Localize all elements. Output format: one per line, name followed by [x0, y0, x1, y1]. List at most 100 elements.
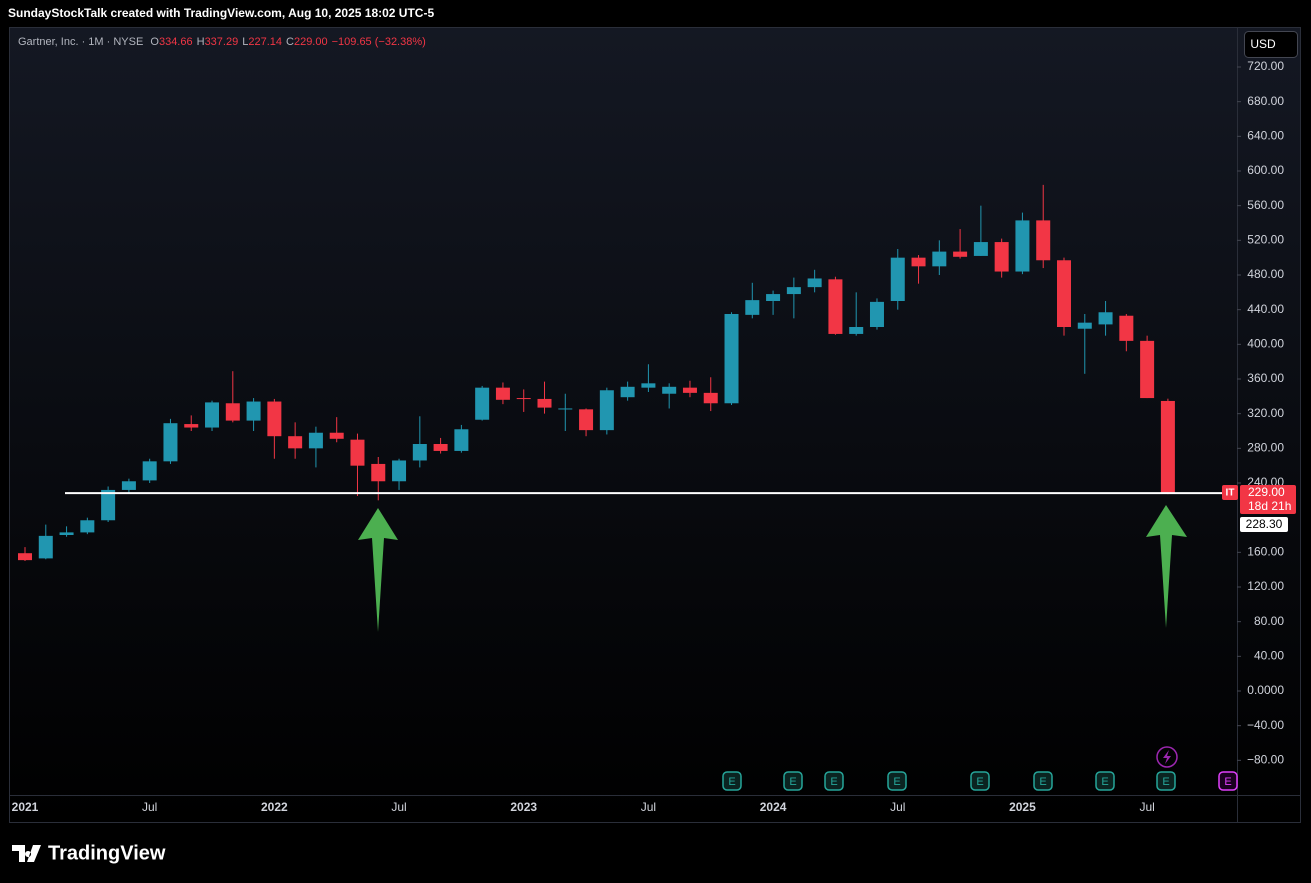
candle-body: [350, 439, 365, 466]
y-tick-label: −80.00: [1247, 753, 1284, 767]
currency-text: USD: [1250, 37, 1276, 51]
candle-body: [641, 383, 656, 388]
candle-body: [703, 392, 718, 404]
y-tick-label: 360.00: [1247, 371, 1284, 385]
earnings-icon: [783, 771, 803, 791]
candle-body: [59, 532, 74, 535]
y-tick-label: 480.00: [1247, 267, 1284, 281]
candle-body: [1098, 312, 1113, 325]
green-arrow: [1146, 505, 1187, 628]
candle-body: [724, 314, 739, 404]
x-tick-label: Jul: [890, 800, 905, 814]
y-tick-label: 40.00: [1254, 649, 1284, 663]
candle-body: [558, 408, 573, 410]
candle-body: [1140, 340, 1155, 399]
candle-body: [973, 242, 988, 256]
currency-button[interactable]: [1244, 31, 1298, 58]
header-text: SundayStockTalk created with TradingView…: [8, 6, 434, 20]
x-tick-label: Jul: [1139, 800, 1154, 814]
candle-body: [1036, 220, 1051, 261]
lightning-bolt: [1163, 750, 1171, 764]
chart-panel: [9, 27, 1301, 823]
legend-key: C: [286, 36, 294, 48]
candle-body: [329, 432, 344, 439]
y-tick-label: 400.00: [1247, 337, 1284, 351]
x-tick-label: 2021: [12, 800, 39, 814]
legend-value: 334.66: [159, 36, 193, 48]
footer-text: TradingView: [48, 842, 166, 864]
y-tick-label: 600.00: [1247, 163, 1284, 177]
earnings-label: E: [893, 776, 900, 788]
legend-key: H: [197, 36, 205, 48]
legend-key: L: [242, 36, 248, 48]
candle-body: [121, 481, 136, 490]
candle-body: [869, 301, 884, 327]
price-box: [1240, 485, 1296, 514]
hline-label: 228.30: [1246, 517, 1283, 531]
candle-body: [1057, 260, 1071, 327]
candle-body: [745, 300, 760, 315]
candle-body: [807, 278, 822, 288]
hline-label-box: [1240, 517, 1288, 532]
candle-body: [184, 424, 199, 428]
candle-body: [890, 257, 905, 301]
candle-body: [433, 444, 448, 451]
price-label: 229.00: [1248, 485, 1285, 499]
legend-name: Gartner, Inc. · 1M · NYSE: [18, 36, 143, 48]
candle-body: [142, 461, 157, 481]
candle-body: [953, 251, 968, 257]
tradingview-logo: TradingView: [12, 842, 166, 864]
earnings-label: E: [728, 776, 735, 788]
candle-body: [495, 387, 510, 400]
x-tick-label: 2024: [760, 800, 787, 814]
earnings-icon: [1095, 771, 1115, 791]
candle-body: [308, 432, 323, 449]
x-tick-label: Jul: [142, 800, 157, 814]
x-tick-label: 2025: [1009, 800, 1036, 814]
countdown-label: 18d 21h: [1248, 499, 1291, 513]
candle-body: [267, 401, 282, 437]
x-tick-label: Jul: [641, 800, 656, 814]
candle-body: [205, 402, 220, 428]
earnings-label: E: [1162, 776, 1169, 788]
earnings-label: E: [1224, 776, 1231, 788]
y-tick-label: 80.00: [1254, 614, 1284, 628]
candle-body: [662, 386, 677, 394]
candle-body: [38, 535, 53, 559]
y-tick-label: 560.00: [1247, 198, 1284, 212]
candle-body: [475, 387, 490, 420]
y-tick-label: 120.00: [1247, 579, 1284, 593]
y-tick-label: 160.00: [1247, 545, 1284, 559]
x-tick-label: Jul: [391, 800, 406, 814]
candle-body: [516, 398, 531, 400]
earnings-label: E: [976, 776, 983, 788]
x-tick-label: 2022: [261, 800, 288, 814]
plot-area: [18, 184, 1175, 561]
earnings-icon: [1156, 771, 1176, 791]
earnings-icon: [970, 771, 990, 791]
candle-body: [1015, 220, 1030, 272]
y-tick-label: −40.00: [1247, 718, 1284, 732]
candle-body: [994, 242, 1009, 272]
candle-body: [18, 553, 32, 561]
candle-body: [849, 327, 864, 334]
candle-body: [579, 409, 594, 431]
candle-body: [454, 429, 469, 451]
y-tick-label: 520.00: [1247, 233, 1284, 247]
candle-body: [599, 390, 614, 431]
earnings-icon: [887, 771, 907, 791]
earnings-icon: [824, 771, 844, 791]
candle-body: [537, 398, 552, 408]
earnings-label: E: [789, 776, 796, 788]
candle-body: [80, 520, 95, 533]
lightning-icon[interactable]: [1156, 746, 1178, 768]
earnings-icon: [722, 771, 742, 791]
y-tick-label: 640.00: [1247, 129, 1284, 143]
candle-body: [1119, 315, 1134, 341]
candle-body: [1160, 400, 1175, 493]
candle-body: [911, 257, 926, 267]
legend: Gartner, Inc. · 1M · NYSE O334.66 H337.29…: [18, 36, 426, 48]
y-tick-label: 720.00: [1247, 59, 1284, 73]
candle-body: [371, 463, 386, 482]
